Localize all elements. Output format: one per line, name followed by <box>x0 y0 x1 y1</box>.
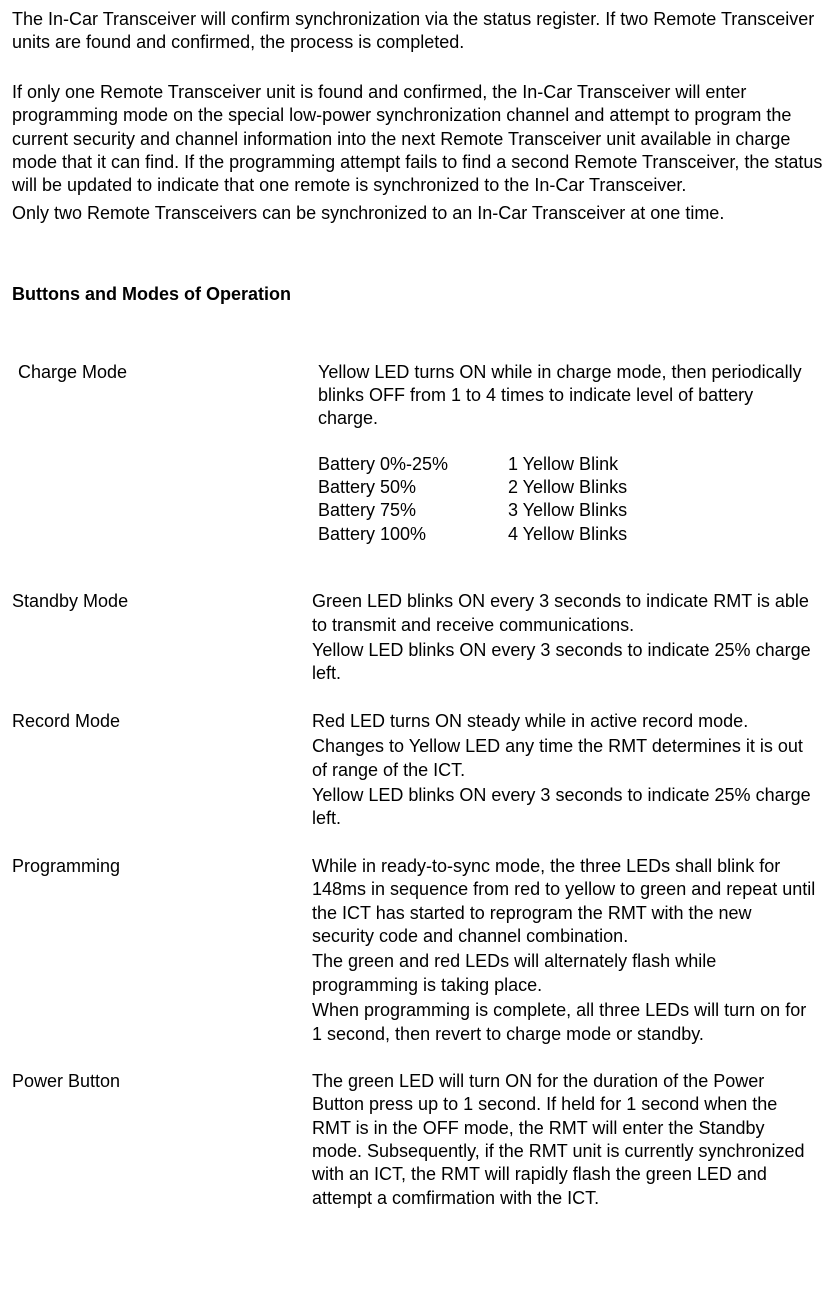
battery-row: Battery 75% 3 Yellow Blinks <box>318 499 818 522</box>
intro-paragraph-2: If only one Remote Transceiver unit is f… <box>12 81 828 198</box>
programming-mode-row: Programming While in ready-to-sync mode,… <box>12 855 828 1048</box>
record-mode-desc: Red LED turns ON steady while in active … <box>312 710 828 833</box>
battery-level: Battery 0%-25% <box>318 453 508 476</box>
record-text-3: Yellow LED blinks ON every 3 seconds to … <box>312 784 818 831</box>
battery-level: Battery 50% <box>318 476 508 499</box>
charge-mode-desc: Yellow LED turns ON while in charge mode… <box>318 361 828 547</box>
standby-mode-row: Standby Mode Green LED blinks ON every 3… <box>12 590 828 688</box>
intro-paragraph-1: The In-Car Transceiver will confirm sync… <box>12 8 828 55</box>
battery-blinks: 2 Yellow Blinks <box>508 476 627 499</box>
record-mode-row: Record Mode Red LED turns ON steady whil… <box>12 710 828 833</box>
battery-blinks: 3 Yellow Blinks <box>508 499 627 522</box>
programming-text-1: While in ready-to-sync mode, the three L… <box>312 855 818 949</box>
power-button-row: Power Button The green LED will turn ON … <box>12 1070 828 1212</box>
battery-row: Battery 100% 4 Yellow Blinks <box>318 523 818 546</box>
battery-table: Battery 0%-25% 1 Yellow Blink Battery 50… <box>318 453 818 547</box>
standby-mode-desc: Green LED blinks ON every 3 seconds to i… <box>312 590 828 688</box>
battery-blinks: 4 Yellow Blinks <box>508 523 627 546</box>
battery-level: Battery 100% <box>318 523 508 546</box>
intro-paragraph-3: Only two Remote Transceivers can be sync… <box>12 202 828 225</box>
programming-mode-label: Programming <box>12 855 312 878</box>
charge-mode-text: Yellow LED turns ON while in charge mode… <box>318 361 818 431</box>
battery-level: Battery 75% <box>318 499 508 522</box>
record-text-1: Red LED turns ON steady while in active … <box>312 710 818 733</box>
standby-text-2: Yellow LED blinks ON every 3 seconds to … <box>312 639 818 686</box>
programming-text-3: When programming is complete, all three … <box>312 999 818 1046</box>
record-mode-label: Record Mode <box>12 710 312 733</box>
power-button-desc: The green LED will turn ON for the durat… <box>312 1070 828 1212</box>
standby-text-1: Green LED blinks ON every 3 seconds to i… <box>312 590 818 637</box>
battery-blinks: 1 Yellow Blink <box>508 453 618 476</box>
charge-mode-row: Charge Mode Yellow LED turns ON while in… <box>12 361 828 547</box>
programming-mode-desc: While in ready-to-sync mode, the three L… <box>312 855 828 1048</box>
record-text-2: Changes to Yellow LED any time the RMT d… <box>312 735 818 782</box>
section-heading: Buttons and Modes of Operation <box>12 283 828 306</box>
charge-mode-label: Charge Mode <box>18 361 318 384</box>
power-button-label: Power Button <box>12 1070 312 1093</box>
standby-mode-label: Standby Mode <box>12 590 312 613</box>
battery-row: Battery 0%-25% 1 Yellow Blink <box>318 453 818 476</box>
power-text-1: The green LED will turn ON for the durat… <box>312 1070 818 1210</box>
programming-text-2: The green and red LEDs will alternately … <box>312 950 818 997</box>
battery-row: Battery 50% 2 Yellow Blinks <box>318 476 818 499</box>
